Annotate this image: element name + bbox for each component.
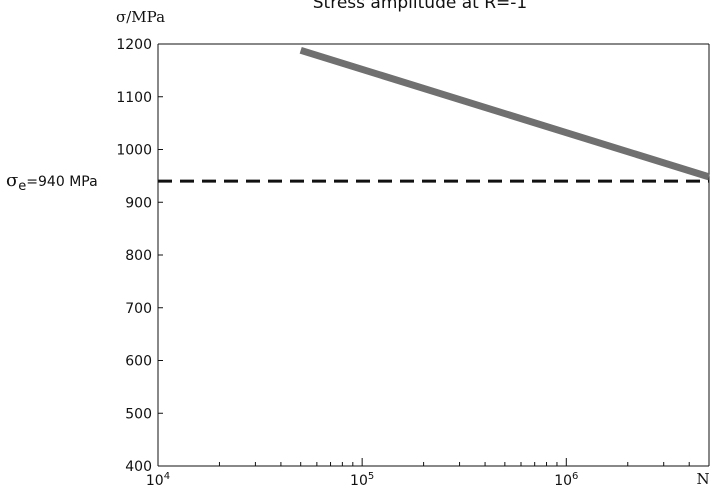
x-tick-label: 106 — [554, 471, 578, 489]
x-axis-label: N — [696, 470, 709, 488]
x-ticks: 104 105 106 — [146, 458, 710, 489]
y-tick-label: 900 — [125, 195, 152, 211]
y-tick-label: 800 — [125, 248, 152, 264]
y-ticks: 400 500 600 700 800 900 1000 1100 1200 — [116, 37, 163, 475]
x-tick-label: 105 — [350, 471, 374, 489]
reference-layer: σe=940 MPa — [6, 170, 709, 194]
plot-frame — [157, 43, 710, 467]
series-layer — [299, 46, 711, 181]
chart-title: Stress amplitude at R=-1 — [313, 0, 527, 13]
y-tick-label: 1100 — [116, 90, 152, 106]
endurance-limit-label: σe=940 MPa — [6, 170, 98, 194]
y-tick-label: 400 — [125, 459, 152, 475]
x-tick-label: 104 — [146, 471, 170, 489]
y-tick-label: 1200 — [116, 37, 152, 53]
y-tick-label: 600 — [125, 354, 152, 370]
y-tick-label: 1000 — [116, 143, 152, 159]
y-tick-label: 500 — [125, 406, 152, 422]
y-axis-label: σ/MPa — [116, 8, 165, 26]
y-tick-label: 700 — [125, 301, 152, 317]
sn-curve-line — [299, 46, 711, 181]
